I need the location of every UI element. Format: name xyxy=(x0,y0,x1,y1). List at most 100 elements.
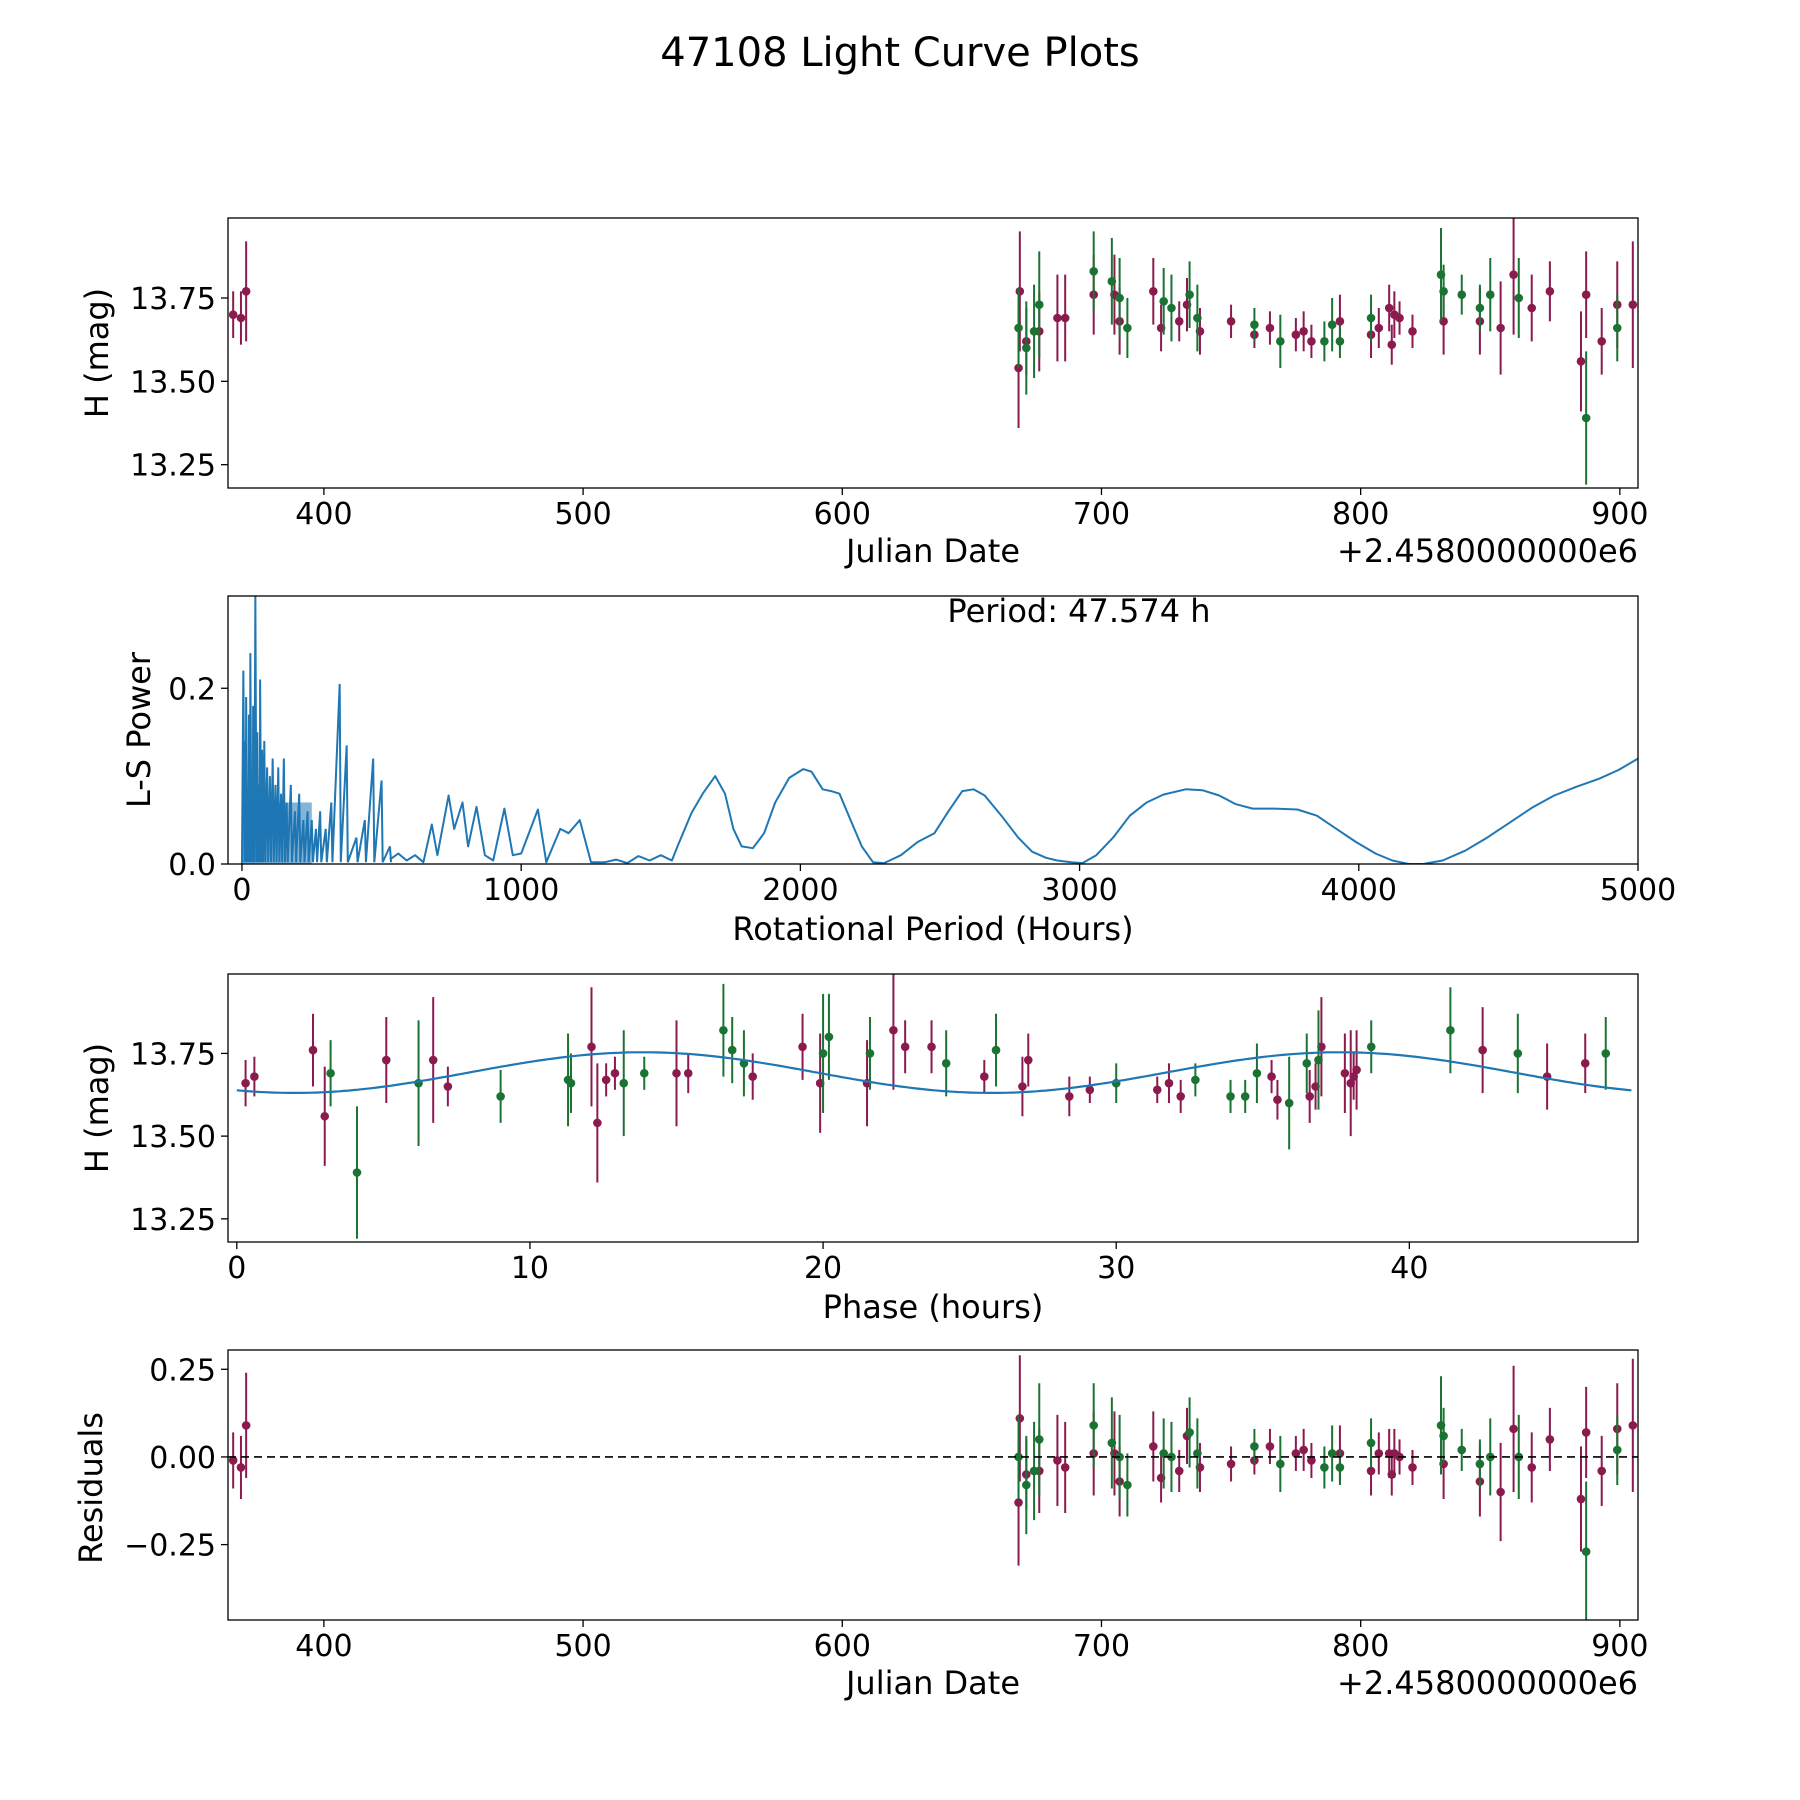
lightcurve-point-g xyxy=(1335,337,1345,346)
lightcurve-point-g xyxy=(1457,290,1467,299)
phased-point-g xyxy=(865,1049,875,1058)
lightcurve-point-g xyxy=(1167,303,1176,313)
lightcurve-point-r xyxy=(1387,340,1397,349)
lightcurve-point-r xyxy=(1395,313,1404,323)
residuals-ytick-label: 0.00 xyxy=(149,1441,216,1476)
phased-point-g xyxy=(1513,1049,1523,1058)
lightcurve-point-r xyxy=(1307,337,1316,346)
lightcurve-ytick-label: 13.75 xyxy=(130,282,216,317)
lightcurve-point-g xyxy=(1014,323,1023,333)
lightcurve-point-g xyxy=(1159,297,1168,306)
phased-point-g xyxy=(1366,1042,1376,1052)
phased-point-r xyxy=(927,1042,936,1052)
lightcurve-point-r xyxy=(1015,287,1025,296)
phased-point-r xyxy=(308,1045,318,1055)
lightcurve-point-r xyxy=(1527,303,1537,313)
phased-ytick-label: 13.50 xyxy=(130,1120,216,1155)
residuals-point-r xyxy=(1053,1456,1062,1465)
phased-point-r xyxy=(900,1042,910,1052)
lightcurve-xtick-label: 700 xyxy=(1073,497,1130,532)
periodogram-ytick-label: 0.2 xyxy=(168,672,216,707)
lightcurve-point-g xyxy=(1327,320,1337,329)
phased-point-r xyxy=(683,1068,693,1078)
lightcurve-point-r xyxy=(1384,303,1394,313)
residuals-point-r xyxy=(1576,1494,1586,1504)
phased-point-r xyxy=(443,1082,453,1091)
lightcurve-point-g xyxy=(1475,303,1485,313)
phased-ylabel: H (mag) xyxy=(78,1043,116,1173)
lightcurve-point-g xyxy=(1123,323,1132,333)
residuals-point-r xyxy=(1527,1463,1537,1472)
phased-point-r xyxy=(798,1042,807,1052)
phased-point-r xyxy=(1152,1085,1162,1095)
phased-point-r xyxy=(1352,1065,1361,1075)
phased-xtick-label: 20 xyxy=(804,1251,842,1286)
lightcurve-point-r xyxy=(1496,323,1505,333)
residuals-point-g xyxy=(1014,1452,1023,1462)
residuals-point-r xyxy=(1581,1428,1591,1437)
lightcurve-frame xyxy=(227,217,1639,489)
phased-point-g xyxy=(1252,1068,1262,1078)
phased-point-r xyxy=(428,1055,438,1065)
phased-point-r xyxy=(672,1068,681,1078)
residuals-ytick-label: 0.25 xyxy=(149,1353,216,1388)
phased-point-r xyxy=(381,1055,391,1065)
lightcurve-point-g xyxy=(1034,300,1044,309)
lightcurve-point-g xyxy=(1029,327,1039,336)
residuals-point-g xyxy=(1123,1480,1132,1490)
periodogram-panel: 0 1000 2000 3000 4000 5000 0.0 0.2 Period: 47.5… xyxy=(120,592,1676,948)
residuals-point-g xyxy=(1089,1421,1098,1430)
phased-point-g xyxy=(1314,1055,1323,1065)
phased-panel: 0 10 20 30 40 13.25 13.50 13.75 Phase (hours) H… xyxy=(78,973,1639,1326)
lightcurve-point-g xyxy=(1514,293,1524,303)
periodogram-xtick-label: 4000 xyxy=(1321,873,1397,908)
lightcurve-panel: 400 500 600 700 800 900 13.25 13.50 13.75 Julian… xyxy=(78,217,1648,570)
lightcurve-point-r xyxy=(236,313,246,323)
residuals-point-g xyxy=(1107,1438,1117,1448)
residuals-xtick-label: 900 xyxy=(1591,1629,1648,1664)
residuals-xtick-label: 500 xyxy=(554,1629,611,1664)
residuals-point-g xyxy=(1320,1463,1329,1472)
phased-point-g xyxy=(1601,1049,1611,1058)
phased-point-g xyxy=(639,1068,649,1078)
phased-xtick-label: 10 xyxy=(511,1251,549,1286)
lightcurve-point-g xyxy=(1366,313,1376,323)
residuals-point-r xyxy=(1597,1466,1607,1476)
phased-point-r xyxy=(610,1068,620,1078)
lightcurve-point-r xyxy=(1060,313,1070,323)
phased-point-r xyxy=(1018,1082,1027,1091)
phased-point-g xyxy=(326,1068,335,1078)
lightcurve-offset-label: +2.4580000000e6 xyxy=(1337,532,1638,570)
residuals-point-r xyxy=(1015,1414,1025,1423)
phased-point-g xyxy=(1240,1092,1250,1101)
residuals-xtick-label: 600 xyxy=(814,1629,871,1664)
residuals-xtick-label: 700 xyxy=(1073,1629,1130,1664)
lightcurve-point-r xyxy=(1509,270,1518,279)
phased-point-r xyxy=(587,1042,596,1052)
residuals-point-g xyxy=(1335,1463,1345,1472)
phased-xlabel: Phase (hours) xyxy=(823,1288,1044,1326)
lightcurve-point-g xyxy=(1320,337,1329,346)
residuals-xtick-label: 800 xyxy=(1332,1629,1389,1664)
residuals-point-g xyxy=(1250,1442,1259,1451)
phased-point-r xyxy=(1267,1072,1276,1081)
lightcurve-xlabel: Julian Date xyxy=(844,532,1020,570)
phased-point-g xyxy=(619,1078,629,1088)
residuals-point-r xyxy=(1226,1459,1236,1469)
phased-xtick-label: 0 xyxy=(227,1251,246,1286)
lightcurve-xtick-label: 500 xyxy=(554,497,611,532)
phased-point-g xyxy=(1226,1092,1235,1101)
residuals-point-r xyxy=(1496,1487,1505,1497)
residuals-point-r xyxy=(1366,1466,1376,1476)
phased-point-r xyxy=(1273,1095,1282,1105)
lightcurve-point-g xyxy=(1581,413,1591,423)
lightcurve-ytick-label: 13.50 xyxy=(130,365,216,400)
periodogram-xtick-label: 2000 xyxy=(762,873,838,908)
residuals-point-g xyxy=(1185,1428,1194,1437)
periodogram-spikes xyxy=(240,596,393,864)
residuals-point-g xyxy=(1612,1445,1622,1455)
residuals-point-g xyxy=(1475,1459,1485,1469)
residuals-point-r xyxy=(1628,1421,1638,1430)
residuals-point-g xyxy=(1022,1480,1031,1490)
